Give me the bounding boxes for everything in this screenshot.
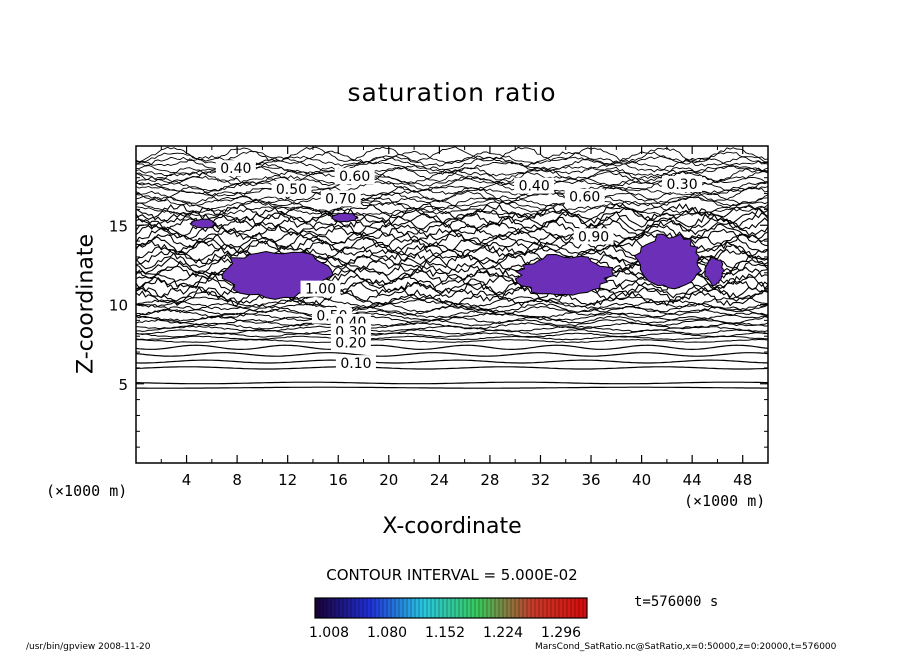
contour-label: 0.60	[569, 190, 600, 206]
contour-line	[135, 295, 769, 308]
contour-line	[135, 302, 769, 314]
contour-line	[135, 146, 769, 163]
y-axis-unit: (×1000 m)	[46, 482, 128, 500]
contour-line	[135, 312, 769, 322]
contour-line	[135, 200, 769, 215]
contour-label-bg	[662, 176, 703, 193]
contour-label-bg	[320, 190, 361, 207]
contour-line	[135, 366, 769, 370]
contour-line	[135, 205, 769, 217]
x-axis-unit: (×1000 m)	[684, 492, 766, 510]
x-tick-label: 16	[329, 471, 348, 489]
contour-line	[135, 332, 769, 338]
chart-title: saturation ratio	[347, 78, 557, 107]
contour-line	[135, 308, 769, 319]
supersaturated-region	[331, 212, 359, 223]
x-tick-label: 8	[232, 471, 242, 489]
x-tick-label: 44	[683, 471, 702, 489]
contour-line	[135, 359, 768, 364]
contour-label: 0.50	[276, 182, 307, 198]
contour-label: 0.30	[666, 177, 697, 193]
contour-label-bg	[271, 180, 312, 197]
footer-left: /usr/bin/gpview 2008-11-20	[26, 642, 151, 652]
contour-line	[135, 335, 768, 341]
contour-line	[135, 196, 769, 213]
colorbar-tick-label: 1.296	[541, 625, 581, 641]
contour-label-bg	[573, 228, 614, 245]
contour-label: 0.60	[339, 169, 370, 185]
x-tick-label: 24	[430, 471, 449, 489]
contour-line	[135, 322, 769, 330]
contour-line	[135, 150, 769, 165]
contour-label-bg	[564, 188, 605, 205]
contour-line	[136, 386, 768, 389]
x-tick-label: 32	[531, 471, 550, 489]
contour-line	[135, 338, 769, 344]
contour-interval-label: CONTOUR INTERVAL = 5.000E-02	[326, 566, 578, 584]
contour-label: 0.10	[340, 356, 371, 372]
colorbar-frame	[314, 597, 588, 619]
y-tick-label: 5	[118, 376, 128, 394]
y-axis-label: Z-coordinate	[73, 234, 99, 374]
contour-label: 0.90	[578, 229, 609, 245]
time-label: t=576000 s	[634, 594, 719, 610]
supersaturation-regions	[189, 212, 725, 300]
y-tick-label: 10	[109, 297, 128, 315]
contour-label: 0.40	[519, 179, 550, 195]
contour-label-bg	[215, 160, 256, 177]
contour-label-bg	[300, 280, 341, 297]
contour-line	[135, 219, 769, 237]
contour-line	[135, 206, 769, 225]
contour-labels: 0.400.500.600.700.400.300.600.901.000.50…	[215, 160, 703, 372]
contour-label-bg	[334, 168, 375, 185]
contour-label: 0.20	[335, 336, 366, 352]
contour-line	[135, 381, 768, 385]
x-tick-label: 36	[581, 471, 600, 489]
contour-label-bg	[330, 334, 371, 351]
contour-line	[135, 352, 769, 357]
contour-label: 1.00	[305, 282, 336, 298]
x-tick-label: 12	[278, 471, 297, 489]
colorbar-tick-label: 1.224	[483, 625, 523, 641]
contour-line	[135, 344, 769, 351]
contour-label-bg	[335, 355, 376, 372]
contour-line	[135, 328, 769, 335]
footer-right: MarsCond_SatRatio.nc@SatRatio,x=0:50000,…	[535, 642, 837, 652]
y-axis-ticks: 5 10 15	[109, 161, 768, 448]
contour-line	[135, 285, 769, 303]
contour-line	[135, 305, 769, 316]
colorbar-tick-label: 1.152	[425, 625, 465, 641]
supersaturated-region	[514, 253, 616, 296]
x-axis-label: X-coordinate	[382, 514, 522, 539]
contour-line	[135, 223, 769, 241]
supersaturated-region	[633, 233, 703, 290]
contour-line	[135, 186, 769, 203]
x-tick-label: 4	[182, 471, 192, 489]
x-tick-label: 48	[733, 471, 752, 489]
supersaturated-region	[189, 218, 217, 230]
x-axis-ticks: 4 8 12 16 20 24 28 32 36 40 44 48	[160, 146, 752, 489]
contour-lines	[135, 146, 769, 389]
supersaturated-region	[704, 256, 725, 287]
colorbar-tick-label: 1.080	[367, 625, 407, 641]
y-tick-label: 15	[109, 217, 128, 235]
colorbar-tick-label: 1.008	[309, 625, 349, 641]
contour-label: 0.70	[325, 191, 356, 207]
contour-line	[135, 190, 769, 205]
x-tick-label: 40	[632, 471, 651, 489]
colorbar: 1.008 1.080 1.152 1.224 1.296	[309, 597, 588, 641]
contour-label: 0.40	[220, 161, 251, 177]
x-tick-label: 28	[480, 471, 499, 489]
x-tick-label: 20	[379, 471, 398, 489]
contour-line	[135, 185, 769, 197]
contour-line	[135, 289, 769, 307]
contour-label-bg	[514, 177, 555, 194]
